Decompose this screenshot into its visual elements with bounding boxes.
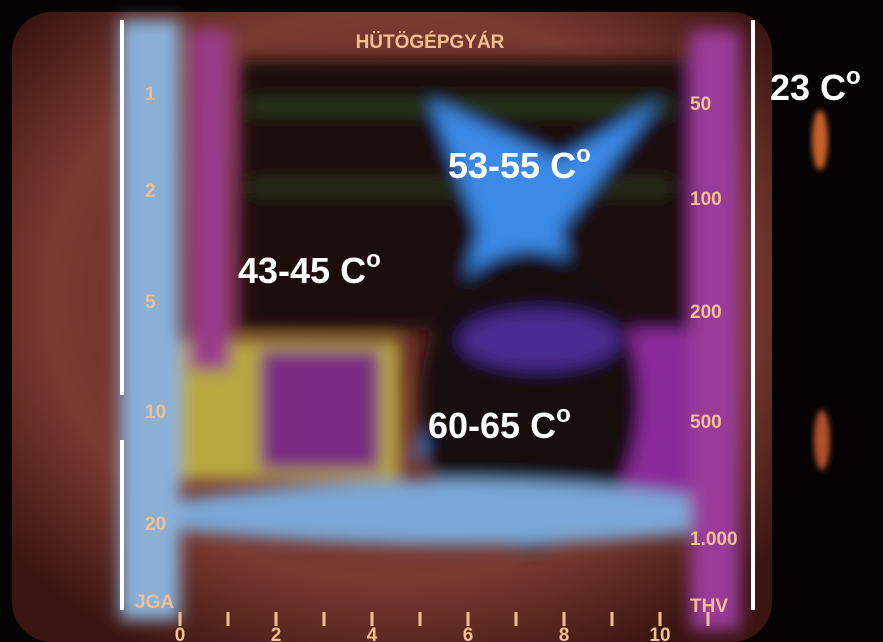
left-scale-label: 2: [145, 181, 156, 202]
temperature-label: 53-55 Co: [448, 141, 591, 186]
degree-sign: o: [556, 401, 571, 428]
degree-sign: o: [846, 63, 861, 90]
bottom-scale-label: 0: [175, 625, 186, 642]
bottom-scale-label: 6: [463, 625, 474, 642]
bottom-scale-label: 10: [649, 625, 670, 642]
glow: [812, 110, 828, 170]
right-scale-label: 500: [690, 412, 722, 433]
temperature-label: 43-45 Co: [238, 246, 381, 291]
page: HÜTÖGÉPGYÁR 1251020JGA501002005001.000TH…: [0, 0, 883, 642]
temperature-text: 53-55 C: [448, 145, 576, 186]
left-scale-label: 20: [145, 514, 166, 535]
left-scale-label: 5: [145, 292, 156, 313]
degree-sign: o: [366, 246, 381, 273]
bottom-scale-label: 8: [559, 625, 570, 642]
degree-sign: o: [576, 141, 591, 168]
bottom-scale-label: 2: [271, 625, 282, 642]
title: HÜTÖGÉPGYÁR: [356, 31, 505, 53]
glow: [814, 410, 830, 470]
temperature-label: 60-65 Co: [428, 401, 571, 446]
left-scale-unit: JGA: [135, 592, 174, 613]
right-scale-label: 200: [690, 302, 722, 323]
bottom-scale-label: 4: [367, 625, 378, 642]
right-scale-label: 100: [690, 189, 722, 210]
temperature-text: 43-45 C: [238, 250, 366, 291]
temperature-text: 60-65 C: [428, 405, 556, 446]
right-scale-label: 1.000: [690, 529, 738, 550]
left-scale-label: 10: [145, 402, 166, 423]
temperature-text: 23 C: [770, 67, 846, 108]
thermal-image: HÜTÖGÉPGYÁR 1251020JGA501002005001.000TH…: [0, 0, 883, 642]
left-scale-label: 1: [145, 84, 156, 105]
right-scale-label: 50: [690, 94, 711, 115]
